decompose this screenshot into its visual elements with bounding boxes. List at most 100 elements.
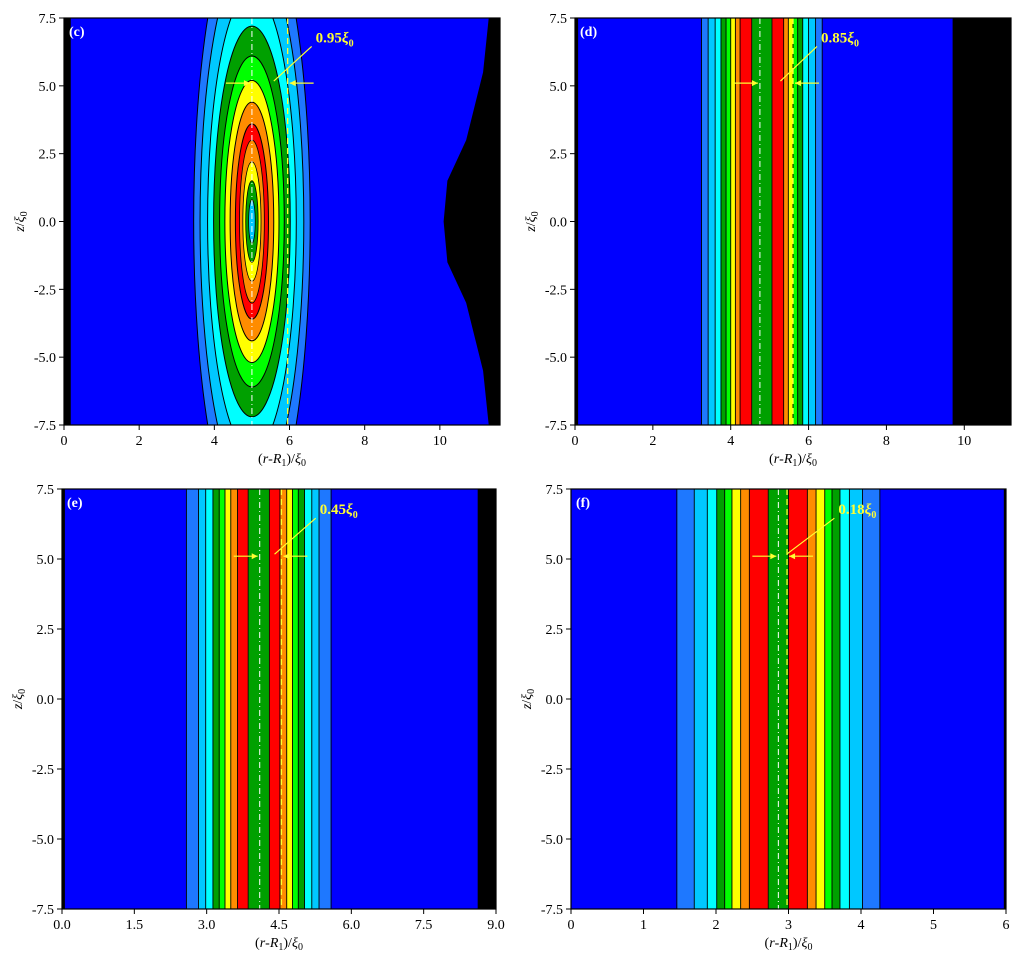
annotation-leader <box>780 45 818 82</box>
y-tick-label: 2.5 <box>37 623 55 638</box>
y-tick-label: -5.0 <box>32 833 54 848</box>
arrowhead-left <box>283 553 290 560</box>
plot-area <box>64 18 500 425</box>
y-tick-label: 7.5 <box>37 483 55 498</box>
x-axis-label: (r-R1)/ξ0 <box>258 452 306 469</box>
contour-core <box>247 489 270 909</box>
y-tick-label: 5.0 <box>550 80 568 95</box>
y-tick-label: 7.5 <box>39 12 57 27</box>
x-tick-label: 6.0 <box>343 918 361 933</box>
x-tick-label: 0 <box>568 918 575 933</box>
y-tick-label: 0.0 <box>550 216 568 231</box>
panel-label: (d) <box>580 25 597 40</box>
panel-label: (e) <box>67 496 83 511</box>
x-tick-label: 6 <box>286 434 293 449</box>
y-tick-label: -2.5 <box>34 283 56 298</box>
x-tick-label: 6 <box>805 434 812 449</box>
width-annotation: 0.18ξ0 <box>838 502 876 521</box>
arrowhead-right <box>251 553 258 560</box>
x-tick-label: 0 <box>61 434 68 449</box>
y-tick-label: 0.0 <box>37 693 55 708</box>
x-tick-label: 4 <box>858 918 865 933</box>
y-tick-label: -2.5 <box>32 763 54 778</box>
annotation-leader <box>786 517 835 555</box>
y-tick-label: -5.0 <box>541 833 563 848</box>
outside-region <box>443 18 500 425</box>
panel-label: (f) <box>576 496 590 511</box>
y-tick-label: 5.0 <box>546 553 564 568</box>
y-axis-label: z/ξ0 <box>520 689 537 710</box>
y-tick-label: 7.5 <box>550 12 568 27</box>
x-tick-label: 4.5 <box>270 918 288 933</box>
x-tick-label: 0.0 <box>53 918 71 933</box>
outside-region <box>952 18 1011 425</box>
y-tick-label: -2.5 <box>545 283 567 298</box>
plot-area <box>575 18 1011 425</box>
x-axis-label: (r-R1)/ξ0 <box>765 936 813 953</box>
arrowhead-right <box>770 553 777 560</box>
y-tick-label: 2.5 <box>546 623 564 638</box>
x-tick-label: 0 <box>572 434 579 449</box>
arrowhead-left <box>289 80 296 87</box>
x-tick-label: 2 <box>713 918 720 933</box>
x-tick-label: 1.5 <box>126 918 144 933</box>
arrowhead-right <box>243 80 250 87</box>
width-annotation: 0.45ξ0 <box>320 502 358 521</box>
plot-area <box>571 489 1006 909</box>
x-axis-label: (r-R1)/ξ0 <box>769 452 817 469</box>
y-tick-label: 7.5 <box>546 483 564 498</box>
width-annotation: 0.95ξ0 <box>316 30 354 49</box>
y-tick-label: -5.0 <box>545 351 567 366</box>
x-tick-label: 10 <box>433 434 447 449</box>
left-edge-strip <box>62 489 65 909</box>
annotation-leader <box>274 517 317 555</box>
x-tick-label: 2 <box>649 434 656 449</box>
x-tick-label: 3.0 <box>198 918 216 933</box>
plot-area <box>62 489 496 909</box>
y-tick-label: -7.5 <box>541 903 563 918</box>
x-tick-label: 10 <box>957 434 971 449</box>
x-tick-label: 3 <box>785 918 792 933</box>
x-tick-label: 2 <box>136 434 143 449</box>
x-tick-label: 1 <box>640 918 647 933</box>
x-tick-label: 9.0 <box>487 918 505 933</box>
outside-region <box>1003 489 1006 909</box>
width-annotation: 0.85ξ0 <box>821 30 859 49</box>
y-tick-label: 2.5 <box>39 148 57 163</box>
y-tick-label: -2.5 <box>541 763 563 778</box>
panel-e: 0.45ξ0 (e) 0.0 1.5 3.0 4.5 6.0 7.5 9.0 7.5 5.0 2.5 0… <box>11 483 505 953</box>
arrowhead-right <box>751 80 758 87</box>
arrowhead-left <box>795 80 801 87</box>
panel-f: 0.18ξ0 (f) 0 1 2 3 4 5 6 7.5 5.0 2.5 0.0 -2.5 -5.0 -7.5… <box>520 483 1010 953</box>
annotation-leader <box>273 45 313 82</box>
outside-region <box>477 489 496 909</box>
x-tick-label: 4 <box>727 434 734 449</box>
contour-core <box>751 18 773 425</box>
y-tick-label: -5.0 <box>34 351 56 366</box>
panel-c: 0.95ξ0 (c) 0 2 4 6 8 10 7.5 5.0 2.5 0.0 -2.5 -5.0 -7.5… <box>13 12 501 469</box>
y-axis-label: z/ξ0 <box>524 211 541 232</box>
y-tick-label: 0.0 <box>39 216 57 231</box>
arrowhead-left <box>789 553 796 560</box>
y-tick-label: 0.0 <box>546 693 564 708</box>
y-tick-label: -7.5 <box>32 903 54 918</box>
y-axis-label: z/ξ0 <box>13 211 30 232</box>
left-edge-strip <box>575 18 579 425</box>
y-tick-label: 5.0 <box>39 80 57 95</box>
left-edge-strip <box>64 18 71 425</box>
panel-label: (c) <box>69 25 85 40</box>
y-tick-label: -7.5 <box>34 419 56 434</box>
x-tick-label: 8 <box>361 434 368 449</box>
y-tick-label: 2.5 <box>550 148 568 163</box>
y-tick-label: -7.5 <box>545 419 567 434</box>
y-axis-label: z/ξ0 <box>11 689 28 710</box>
x-axis-label: (r-R1)/ξ0 <box>255 936 303 953</box>
y-tick-label: 5.0 <box>37 553 55 568</box>
x-tick-label: 5 <box>930 918 937 933</box>
panel-d: 0.85ξ0 (d) 0 2 4 6 8 10 7.5 5.0 2.5 0.0 -2.5 -5.0 -7.5… <box>524 12 1012 469</box>
x-tick-label: 4 <box>211 434 218 449</box>
x-tick-label: 6 <box>1003 918 1010 933</box>
contour-core <box>248 199 256 244</box>
x-tick-label: 7.5 <box>415 918 433 933</box>
